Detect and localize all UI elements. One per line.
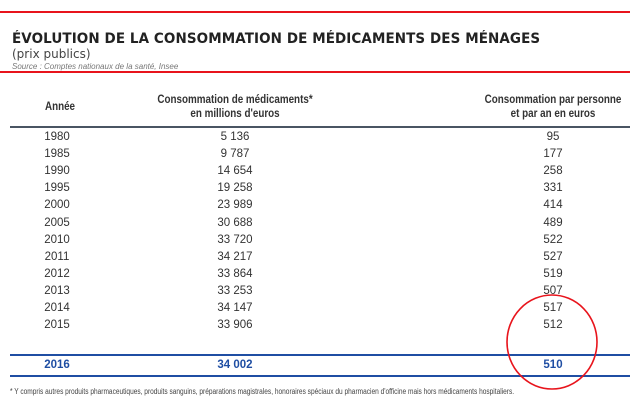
total-bottom-rule [10,375,630,377]
subtitle: (prix publics) [12,47,91,61]
year-cell: 2013 [44,284,70,297]
per-person-cell: 527 [543,250,563,263]
table-row-total: 2016 34 002 510 [10,358,630,375]
year-cell: 2011 [44,250,70,263]
per-person-cell: 510 [543,359,563,371]
per-person-cell: 507 [543,284,563,297]
per-person-cell: 489 [543,216,563,229]
per-person-cell: 519 [543,267,563,280]
year-cell: 2005 [44,216,70,229]
table-row: 2012 33 864 519 [10,267,630,284]
year-cell: 2010 [44,233,70,246]
table-row: 2013 33 253 507 [10,284,630,301]
total-cell: 30 688 [217,216,253,229]
table-row: 1995 19 258 331 [10,181,630,198]
year-cell: 2015 [44,319,70,332]
year-cell: 1990 [44,165,70,178]
total-cell: 34 002 [217,359,253,371]
header-per-person-line1: Consommation par personne [484,92,622,106]
year-cell: 2000 [44,199,70,212]
table-row: 1990 14 654 258 [10,164,630,181]
per-person-cell: 331 [543,182,563,195]
page-title: ÉVOLUTION DE LA CONSOMMATION DE MÉDICAME… [12,31,541,47]
header-year: Année [44,99,76,113]
total-cell: 34 147 [217,302,253,314]
header-per-person-line2: et par an en euros [510,106,596,120]
header-total-line1: Consommation de médicaments* [157,92,313,106]
footnote: * Y compris autres produits pharmaceutiq… [10,387,515,396]
total-cell: 33 720 [217,233,253,246]
total-cell: 5 136 [220,131,250,143]
total-cell: 33 864 [217,267,253,280]
total-top-rule [10,354,630,356]
header-total-line2: en millions d'euros [190,106,280,120]
total-cell: 33 253 [217,284,253,297]
header-per-person: Consommation par personne et par an en e… [471,92,630,120]
per-person-cell: 177 [543,148,563,161]
per-person-cell: 512 [543,319,563,332]
total-cell: 33 906 [217,319,253,332]
table-row: 1985 9 787 177 [10,147,630,164]
total-cell: 9 787 [220,148,250,161]
table-row: 1980 5 136 95 [10,130,630,147]
year-cell: 1985 [44,148,70,161]
total-cell: 23 989 [217,199,253,212]
table-row: 2010 33 720 522 [10,233,630,250]
year-cell: 1980 [44,131,70,143]
year-cell: 2012 [44,267,70,280]
highlight-ellipse [506,294,598,390]
header-total: Consommation de médicaments* en millions… [153,92,317,120]
total-cell: 34 217 [217,250,253,263]
table-row: 2014 34 147 517 [10,301,630,318]
table-row: 2000 23 989 414 [10,198,630,215]
per-person-cell: 517 [543,302,563,314]
total-cell: 14 654 [217,165,253,178]
per-person-cell: 522 [543,233,563,246]
total-cell: 19 258 [217,182,253,195]
per-person-cell: 414 [543,199,563,212]
per-person-cell: 258 [543,165,563,178]
table-row: 2011 34 217 527 [10,250,630,267]
source-note: Source : Comptes nationaux de la santé, … [12,62,179,71]
year-cell: 2016 [44,359,70,371]
header-red-rule [0,71,630,73]
per-person-cell: 95 [546,131,560,143]
top-red-rule [0,11,630,13]
table-row: 2005 30 688 489 [10,216,630,233]
year-cell: 2014 [44,302,70,314]
year-cell: 1995 [44,182,70,195]
header-divider [10,126,630,128]
table-row: 2015 33 906 512 [10,318,630,335]
